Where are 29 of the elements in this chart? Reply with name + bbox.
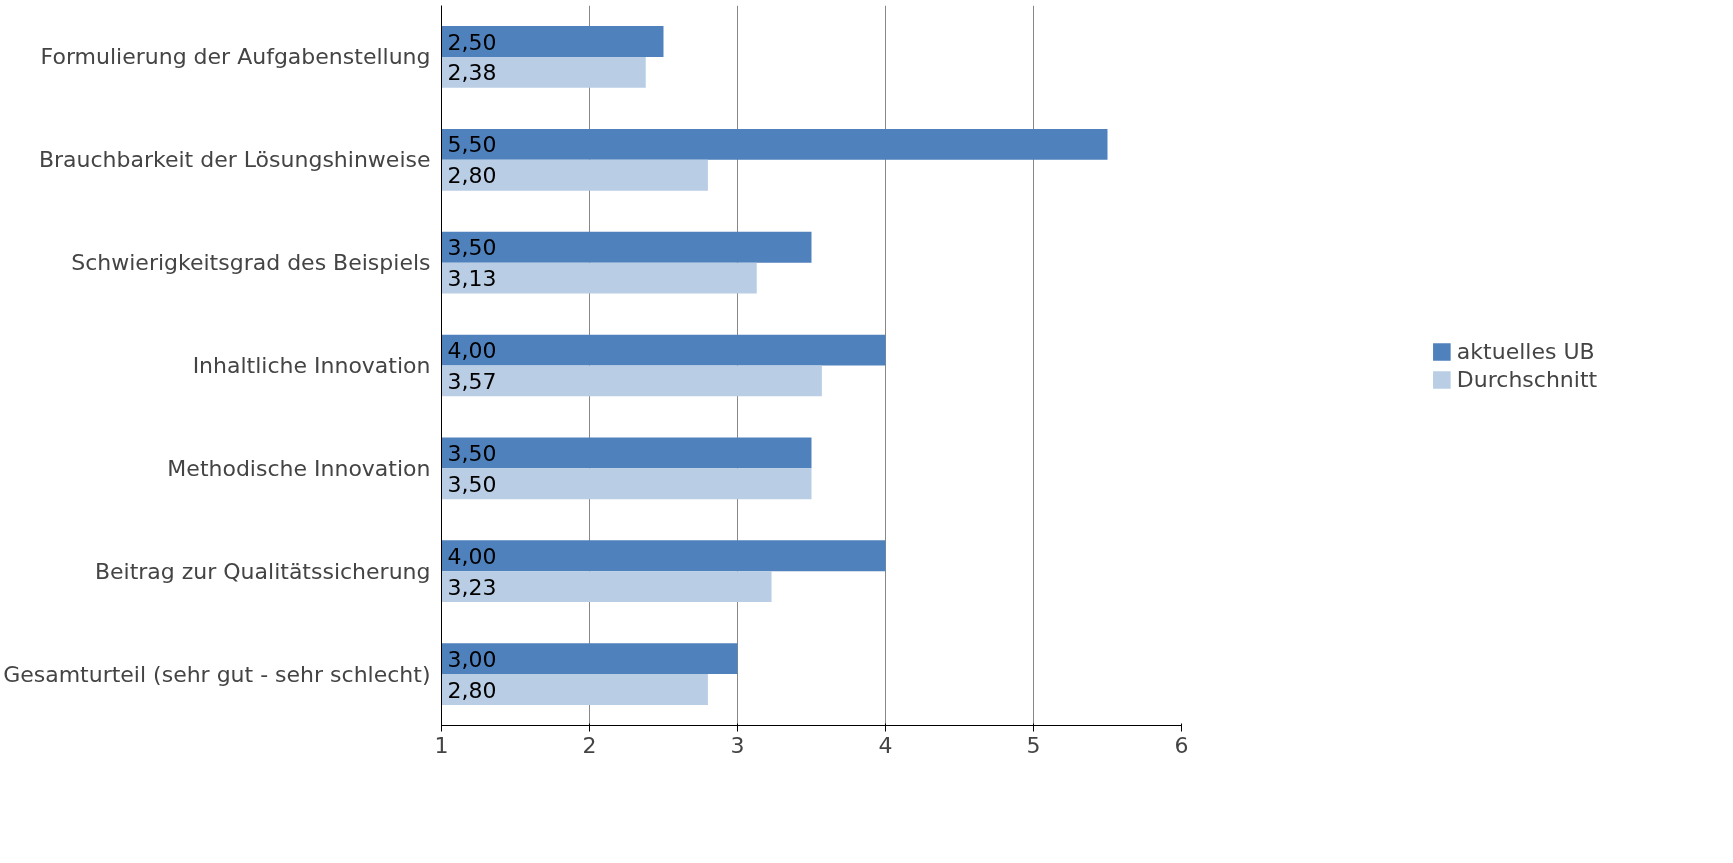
data-label: 3,00 [447, 646, 497, 672]
data-label: 3,50 [447, 440, 497, 466]
y-tick-label: Gesamturteil (sehr gut - sehr schlecht) [3, 661, 431, 687]
data-label: 2,80 [447, 677, 497, 703]
data-label: 3,50 [447, 235, 497, 261]
y-tick-label: Methodische Innovation [167, 455, 431, 481]
y-tick-label: Beitrag zur Qualitätssicherung [94, 558, 431, 584]
x-tick-label: 6 [1174, 732, 1189, 758]
x-tick-label: 1 [434, 732, 449, 758]
x-tick-label: 4 [878, 732, 893, 758]
x-tick-label: 2 [582, 732, 597, 758]
data-label: 4,00 [447, 543, 497, 569]
data-label: 3,23 [447, 574, 497, 600]
data-label: 2,38 [447, 60, 497, 86]
data-label: 2,50 [447, 29, 497, 55]
y-tick-label: Schwierigkeitsgrad des Beispiels [71, 250, 431, 276]
x-tick-label: 3 [730, 732, 745, 758]
data-label: 3,13 [447, 266, 497, 292]
legend-label: aktuelles UB [1456, 338, 1595, 364]
data-label: 3,57 [447, 368, 497, 394]
data-label: 4,00 [447, 338, 497, 364]
legend-label: Durchschnitt [1456, 366, 1598, 392]
data-label: 5,50 [447, 132, 497, 158]
y-tick-label: Inhaltliche Innovation [192, 353, 431, 378]
y-tick-label: Brauchbarkeit der Lösungshinweise [38, 147, 431, 173]
y-tick-label: Formulierung der Aufgabenstellung [40, 44, 431, 70]
data-label: 2,80 [447, 163, 497, 189]
data-label: 3,50 [447, 471, 497, 497]
x-tick-label: 5 [1026, 732, 1041, 758]
